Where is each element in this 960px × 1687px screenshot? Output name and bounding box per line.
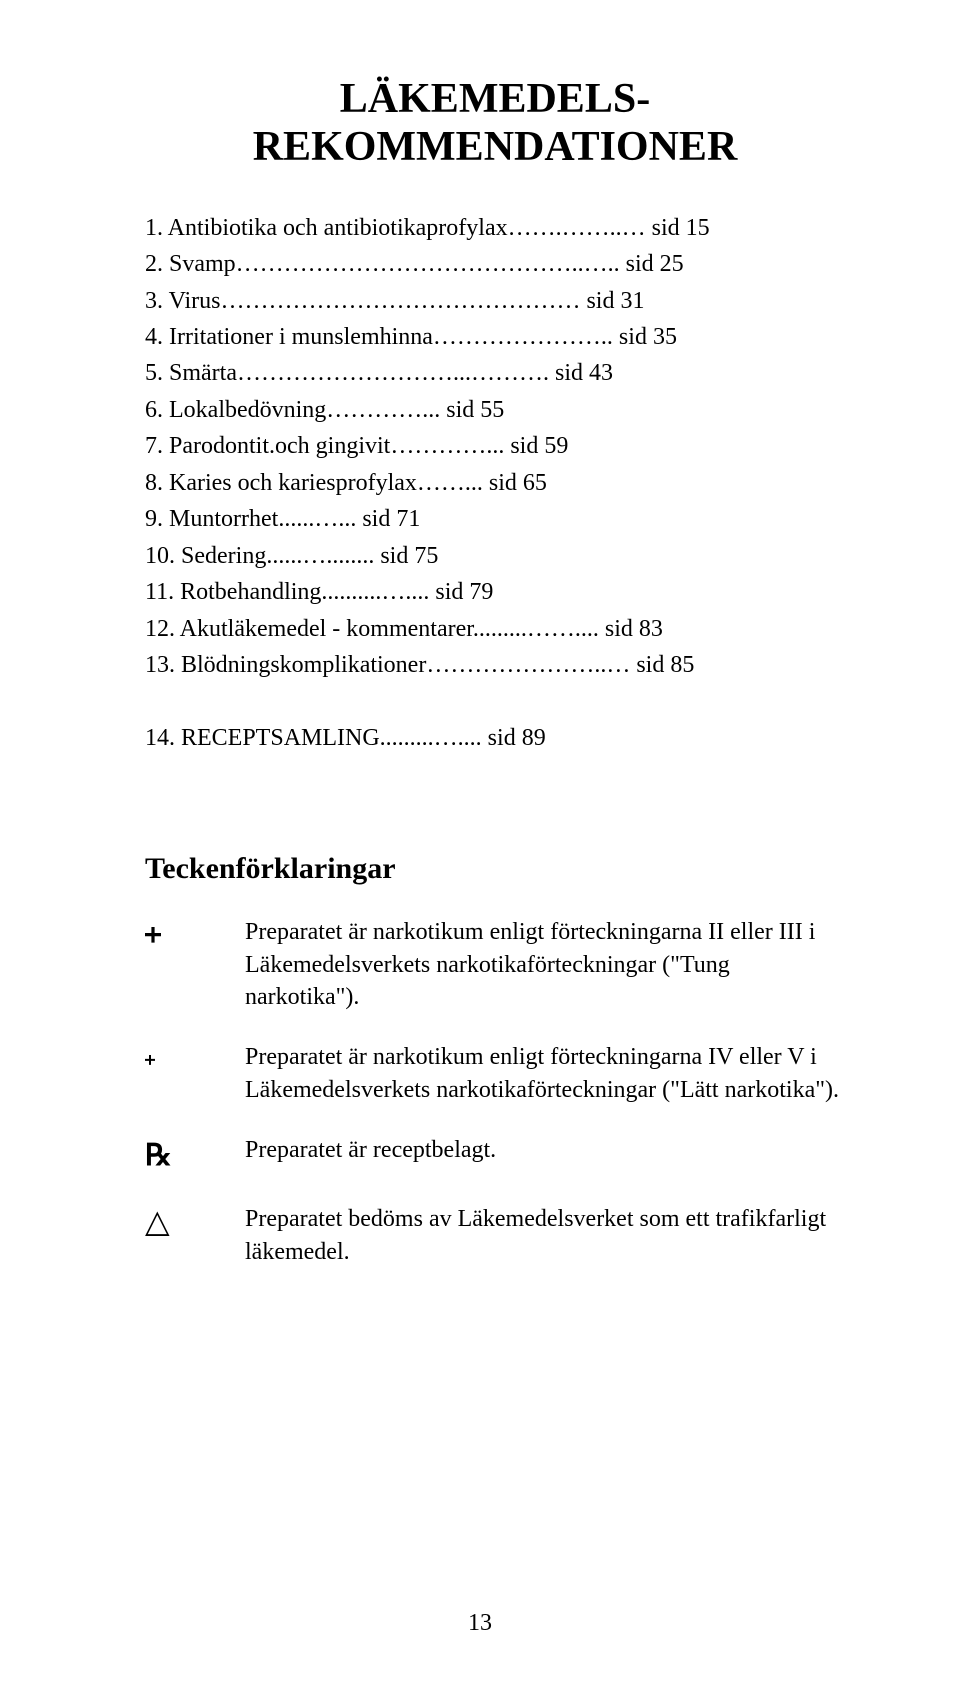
toc-item: 9. Muntorrhet......…... sid 71 <box>145 501 845 537</box>
toc-item: 11. Rotbehandling..........….... sid 79 <box>145 574 845 610</box>
page-title: LÄKEMEDELS- REKOMMENDATIONER <box>145 75 845 172</box>
legend-row: Preparatet är narkotikum enligt förteckn… <box>145 1041 845 1106</box>
toc-item: 12. Akutläkemedel - kommentarer.........… <box>145 611 845 647</box>
title-line-1: LÄKEMEDELS- <box>145 75 845 123</box>
toc-item: 3. Virus……………………………………… sid 31 <box>145 283 845 319</box>
legend-symbol-light-narcotic-icon <box>145 1041 245 1074</box>
legend-text: Preparatet är receptbelagt. <box>245 1134 845 1166</box>
legend-list: Preparatet är narkotikum enligt förteckn… <box>145 916 845 1268</box>
toc-item: 5. Smärta………………………...………. sid 43 <box>145 355 845 391</box>
legend-row: △ Preparatet bedöms av Läkemedelsverket … <box>145 1203 845 1268</box>
toc-item: 7. Parodontit.och gingivit…………... sid 59 <box>145 428 845 464</box>
title-line-2: REKOMMENDATIONER <box>145 123 845 171</box>
legend-symbol-heavy-narcotic-icon <box>145 916 245 949</box>
page-number: 13 <box>0 1610 960 1637</box>
toc-item: 6. Lokalbedövning…………... sid 55 <box>145 392 845 428</box>
table-of-contents: 1. Antibiotika och antibiotikaprofylax……… <box>145 210 845 757</box>
toc-item: 14. RECEPTSAMLING.........….... sid 89 <box>145 720 845 756</box>
toc-item: 10. Sedering......…........ sid 75 <box>145 538 845 574</box>
legend-text: Preparatet är narkotikum enligt förteckn… <box>245 916 845 1013</box>
toc-item: 4. Irritationer i munslemhinna………………….. … <box>145 319 845 355</box>
legend-symbol-triangle-icon: △ <box>145 1203 245 1241</box>
legend-row: Preparatet är narkotikum enligt förteckn… <box>145 916 845 1013</box>
toc-item: 13. Blödningskomplikationer…………………..… si… <box>145 647 845 683</box>
legend-text: Preparatet bedöms av Läkemedelsverket so… <box>245 1203 845 1268</box>
legend-symbol-rx-icon: ℞ <box>145 1134 245 1175</box>
toc-item: 1. Antibiotika och antibiotikaprofylax……… <box>145 210 845 246</box>
legend-heading: Teckenförklaringar <box>145 852 845 886</box>
legend-text: Preparatet är narkotikum enligt förteckn… <box>245 1041 845 1106</box>
toc-item: 8. Karies och kariesprofylax……... sid 65 <box>145 465 845 501</box>
legend-row: ℞ Preparatet är receptbelagt. <box>145 1134 845 1175</box>
toc-item: 2. Svamp……………………………………..….. sid 25 <box>145 246 845 282</box>
